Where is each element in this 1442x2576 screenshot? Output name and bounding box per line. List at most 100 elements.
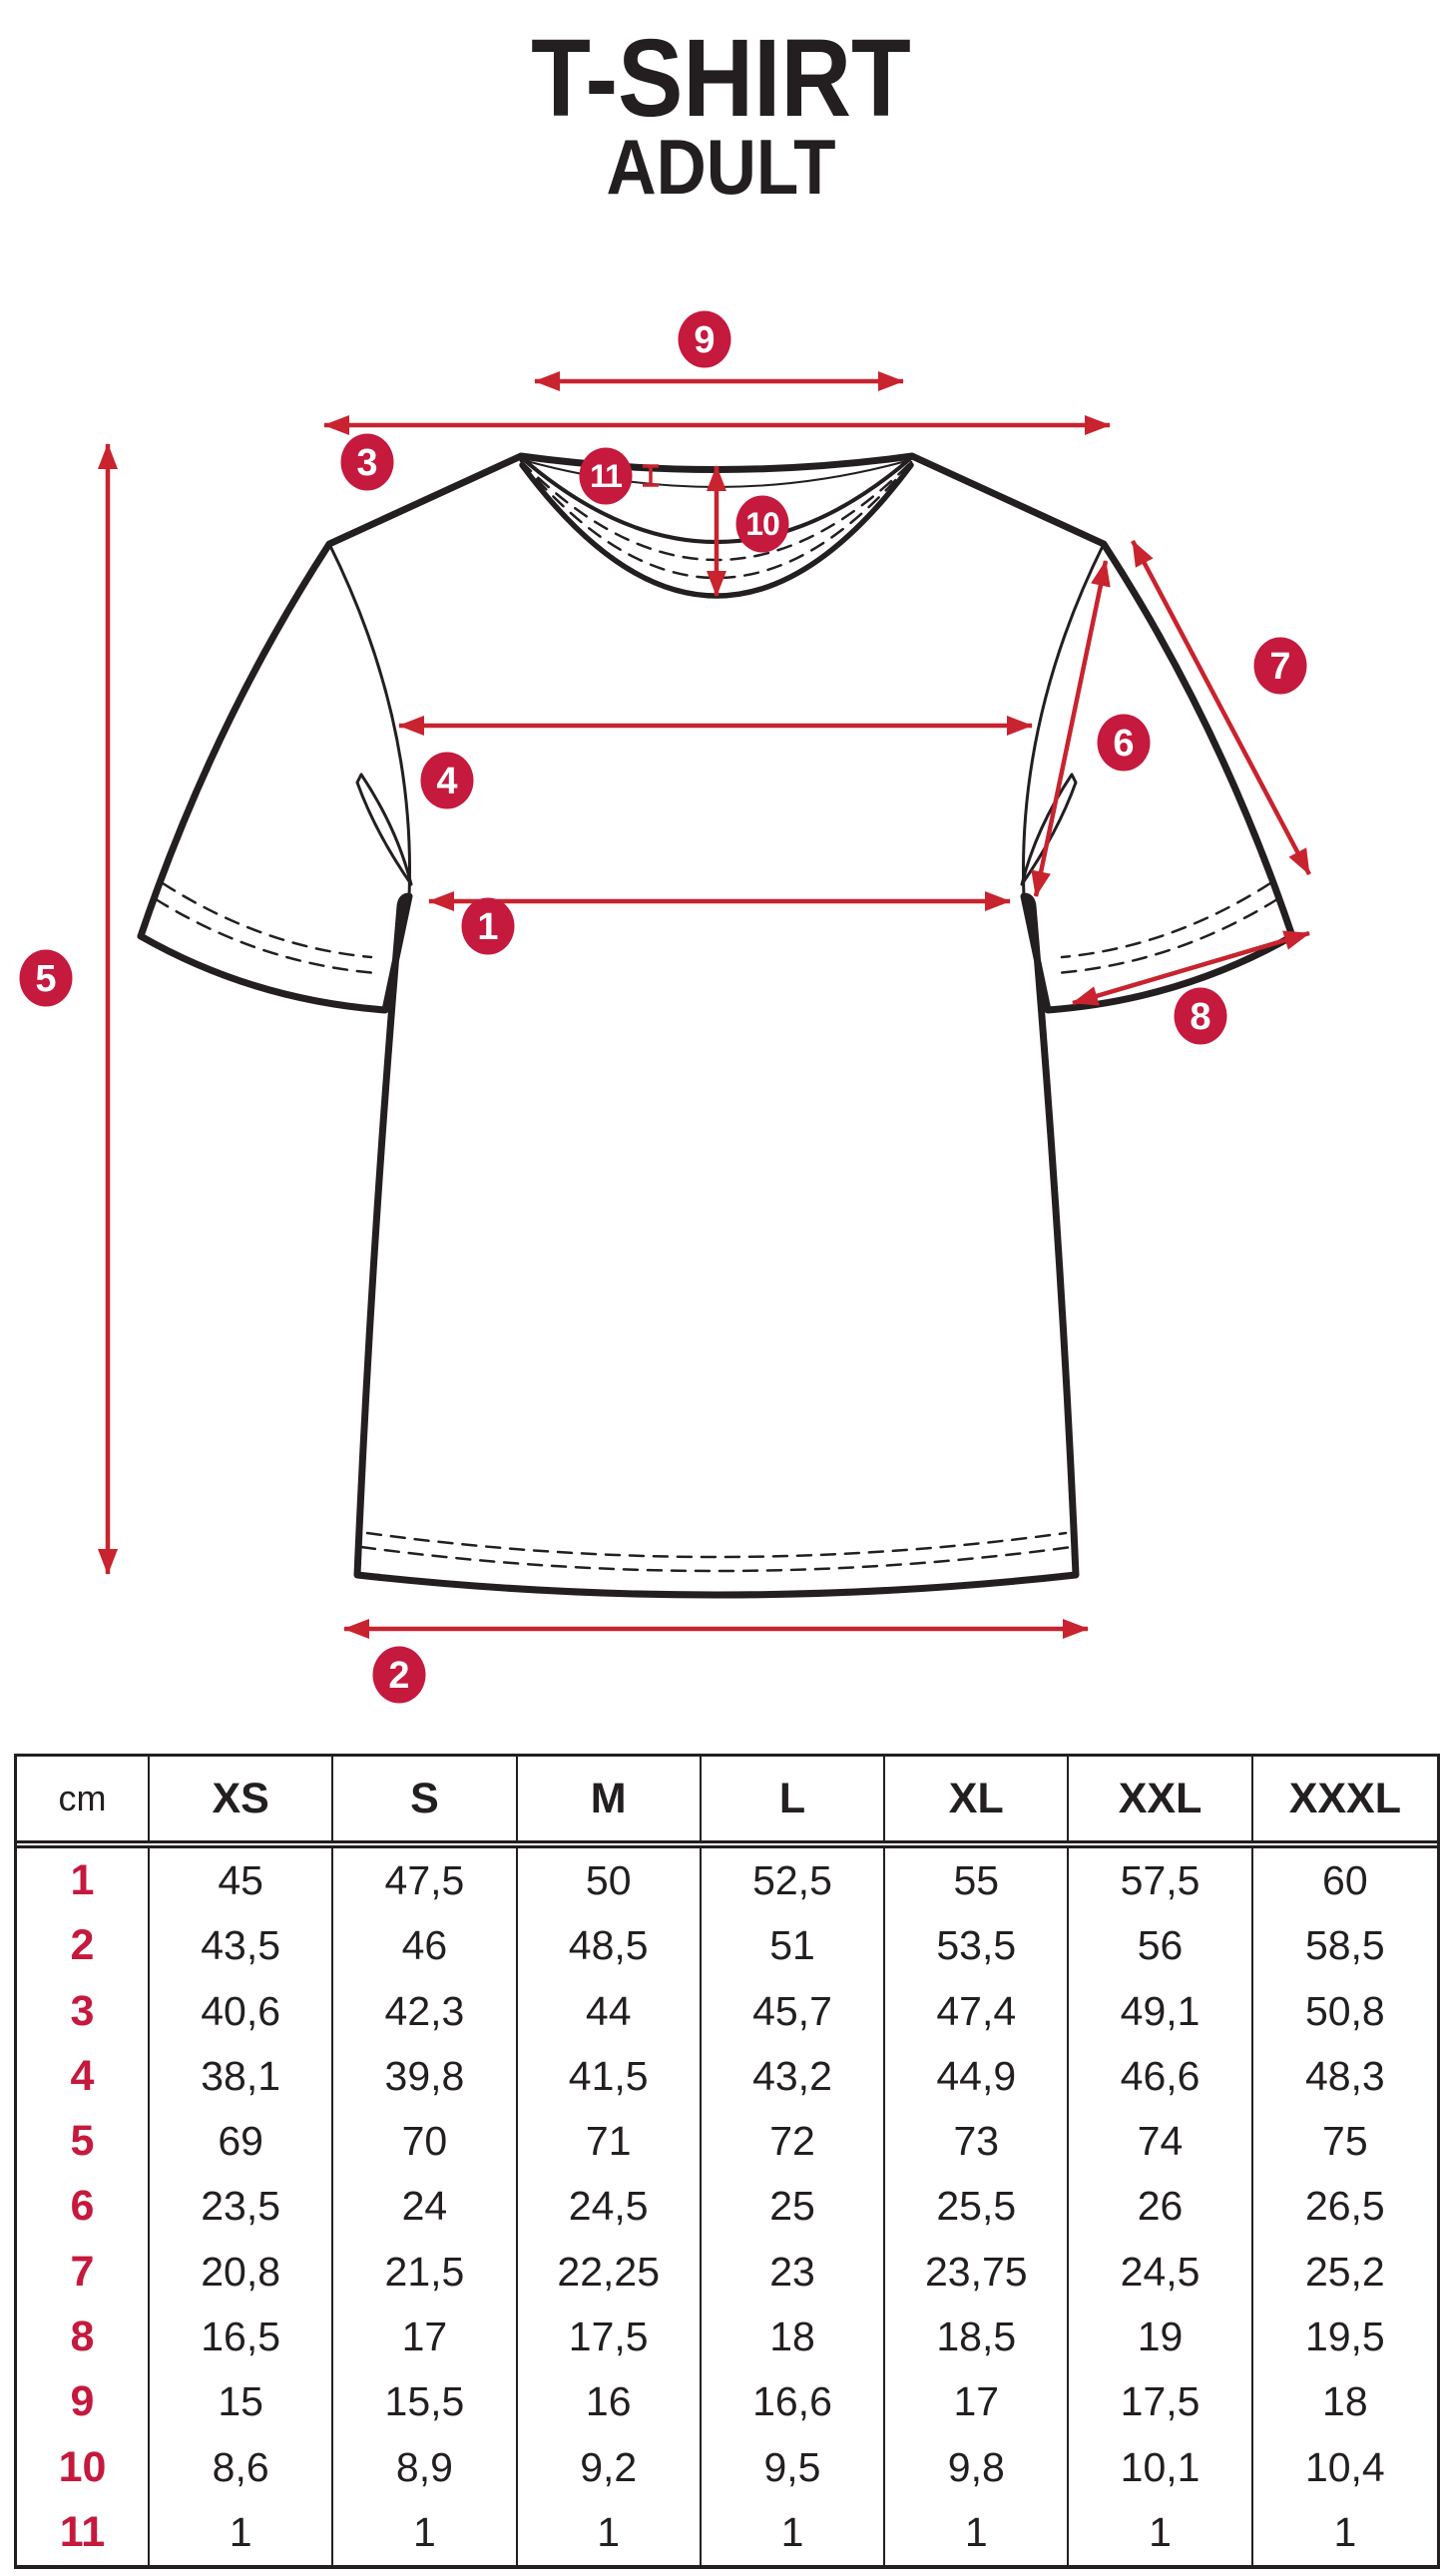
table-cell: 38,1 bbox=[150, 2043, 334, 2110]
bottom-hem-stitching bbox=[359, 1531, 1074, 1573]
table-cell: 10,4 bbox=[1304, 2443, 1385, 2490]
table-row: 2 43,5 46 48,5 51 53,5 56 58,5 bbox=[17, 1913, 1437, 1979]
table-cell: 23,5 bbox=[150, 2174, 334, 2240]
table-cell: 1 bbox=[1069, 2499, 1253, 2565]
table-cell: 42,3 bbox=[333, 1978, 518, 2044]
measurement-badge-4: 4 bbox=[420, 752, 474, 809]
page-title: T-SHIRT bbox=[531, 17, 911, 140]
measurement-badge-8: 8 bbox=[1174, 987, 1227, 1045]
table-cell: 8,6 bbox=[150, 2434, 334, 2500]
measurement-badges: 1 2 3 4 5 6 7 bbox=[19, 310, 1307, 1704]
table-cell: 44,9 bbox=[885, 2043, 1070, 2110]
size-header-s: S bbox=[333, 1757, 518, 1840]
table-cell: 9,2 bbox=[518, 2434, 702, 2500]
table-cell: 19 bbox=[1069, 2304, 1253, 2370]
tshirt-measurement-diagram: 1 2 3 4 5 6 7 bbox=[19, 310, 1311, 1704]
table-cell: 46 bbox=[333, 1913, 518, 1979]
armhole-seam-left bbox=[327, 542, 411, 898]
measurement-badge-1: 1 bbox=[461, 897, 515, 955]
table-cell: 1 bbox=[333, 2499, 518, 2565]
collar-stitching-row2 bbox=[519, 459, 914, 580]
table-cell: 1 bbox=[518, 2499, 702, 2565]
table-row: 1 45 47,5 50 52,5 55 57,5 60 bbox=[17, 1848, 1437, 1914]
underarm-dart-left bbox=[355, 773, 413, 886]
svg-text:8: 8 bbox=[1190, 996, 1210, 1038]
table-cell: 43,5 bbox=[150, 1913, 334, 1979]
table-row: 8 16,5 17 17,5 18 18,5 19 19,5 bbox=[17, 2304, 1437, 2370]
table-cell: 53,5 bbox=[885, 1913, 1070, 1979]
table-cell: 18 bbox=[702, 2304, 886, 2370]
measurement-badge-11: 11 bbox=[579, 447, 633, 505]
svg-text:3: 3 bbox=[356, 442, 377, 484]
table-cell: 9,5 bbox=[702, 2434, 886, 2500]
table-cell: 55 bbox=[885, 1848, 1070, 1914]
table-cell: 1 bbox=[702, 2499, 886, 2565]
table-cell: 69 bbox=[150, 2109, 334, 2175]
size-header-xxl: XXL bbox=[1069, 1757, 1253, 1840]
table-cell: 26 bbox=[1069, 2174, 1253, 2240]
table-cell: 15 bbox=[150, 2369, 334, 2435]
sleeve-hem-stitching-left bbox=[154, 881, 378, 975]
table-cell: 73 bbox=[885, 2109, 1070, 2175]
table-row: 5 69 70 71 72 73 74 75 bbox=[17, 2109, 1437, 2175]
table-cell: 16,6 bbox=[702, 2369, 886, 2435]
table-row: 6 23,5 24 24,5 25 25,5 26 26,5 bbox=[17, 2174, 1437, 2240]
table-cell: 75 bbox=[1322, 2118, 1368, 2165]
svg-text:10: 10 bbox=[745, 506, 779, 542]
table-cell: 25,2 bbox=[1304, 2248, 1385, 2295]
svg-text:7: 7 bbox=[1269, 646, 1290, 688]
table-cell: 19,5 bbox=[1304, 2313, 1385, 2359]
table-cell: 17 bbox=[885, 2369, 1070, 2435]
row-number: 1 bbox=[17, 1848, 150, 1914]
row-number: 2 bbox=[17, 1913, 150, 1979]
svg-text:4: 4 bbox=[436, 761, 457, 802]
row-number: 7 bbox=[17, 2239, 150, 2305]
table-cell: 47,4 bbox=[885, 1978, 1070, 2044]
table-cell: 26,5 bbox=[1304, 2183, 1385, 2230]
table-cell: 72 bbox=[702, 2109, 886, 2175]
table-cell: 52,5 bbox=[702, 1848, 886, 1914]
table-cell: 24 bbox=[333, 2174, 518, 2240]
row-number: 6 bbox=[17, 2174, 150, 2240]
table-body: 1 45 47,5 50 52,5 55 57,5 60 2 43,5 46 48,5 51 53,… bbox=[17, 1848, 1437, 2565]
table-cell: 25,5 bbox=[885, 2174, 1070, 2240]
svg-text:1: 1 bbox=[477, 906, 498, 948]
table-cell: 45 bbox=[150, 1848, 334, 1914]
table-row: 4 38,1 39,8 41,5 43,2 44,9 46,6 48,3 bbox=[17, 2043, 1437, 2110]
measurement-arrow-7 bbox=[1131, 539, 1311, 876]
table-cell: 44 bbox=[518, 1978, 702, 2044]
table-cell: 1 bbox=[1333, 2508, 1357, 2555]
size-header-m: M bbox=[518, 1757, 702, 1840]
unit-header-cell: cm bbox=[17, 1757, 150, 1840]
measurement-badge-3: 3 bbox=[340, 433, 394, 491]
measurement-badge-7: 7 bbox=[1253, 637, 1307, 695]
row-number: 3 bbox=[17, 1978, 150, 2044]
table-cell: 57,5 bbox=[1069, 1848, 1253, 1914]
table-cell: 17,5 bbox=[1069, 2369, 1253, 2435]
row-number: 8 bbox=[17, 2304, 150, 2370]
page-subtitle: ADULT bbox=[606, 123, 836, 211]
size-header-xxxl: XXXL bbox=[1288, 1774, 1401, 1822]
table-cell: 49,1 bbox=[1069, 1978, 1253, 2044]
measurement-badge-2: 2 bbox=[372, 1646, 426, 1704]
size-header-xl: XL bbox=[885, 1757, 1070, 1840]
table-cell: 24,5 bbox=[1069, 2239, 1253, 2305]
table-row: 3 40,6 42,3 44 45,7 47,4 49,1 50,8 bbox=[17, 1978, 1437, 2044]
table-cell: 24,5 bbox=[518, 2174, 702, 2240]
size-header-xs: XS bbox=[150, 1757, 334, 1840]
svg-text:5: 5 bbox=[35, 958, 56, 1000]
row-number: 9 bbox=[17, 2369, 150, 2435]
svg-text:2: 2 bbox=[388, 1655, 409, 1697]
table-cell: 23 bbox=[702, 2239, 886, 2305]
table-cell: 60 bbox=[1322, 1857, 1368, 1904]
measurement-badge-5: 5 bbox=[19, 949, 73, 1007]
table-cell: 51 bbox=[702, 1913, 886, 1979]
table-header-row: cm XS S M L XL XXL XXXL bbox=[17, 1757, 1437, 1848]
table-cell: 47,5 bbox=[333, 1848, 518, 1914]
table-cell: 18 bbox=[1322, 2378, 1368, 2425]
table-cell: 71 bbox=[518, 2109, 702, 2175]
table-row: 10 8,6 8,9 9,2 9,5 9,8 10,1 10,4 bbox=[17, 2434, 1437, 2500]
table-cell: 50,8 bbox=[1304, 1987, 1385, 2034]
